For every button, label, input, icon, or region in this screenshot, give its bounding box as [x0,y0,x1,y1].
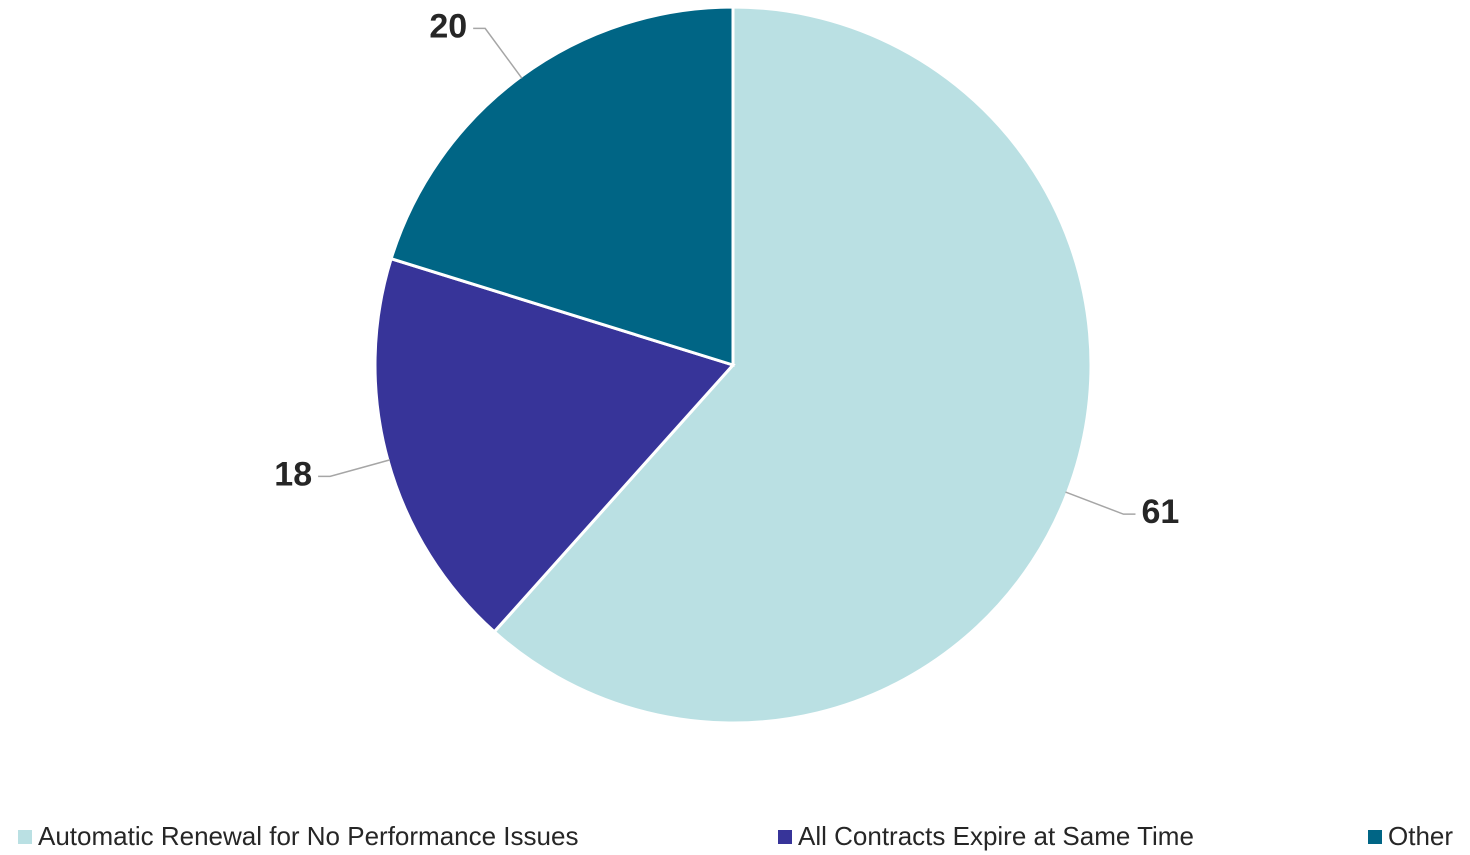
data-label: 61 [1141,493,1179,531]
legend-swatch [1368,830,1382,844]
legend-label: Automatic Renewal for No Performance Iss… [38,821,578,851]
legend-label: All Contracts Expire at Same Time [798,821,1194,851]
leader-line [1065,491,1136,515]
legend-swatch [18,830,32,844]
legend-swatch [778,830,792,844]
leader-line [318,459,391,478]
legend-label: Other [1388,821,1453,851]
leader-line [473,27,523,79]
data-label: 18 [274,455,312,493]
data-label: 20 [429,7,467,45]
